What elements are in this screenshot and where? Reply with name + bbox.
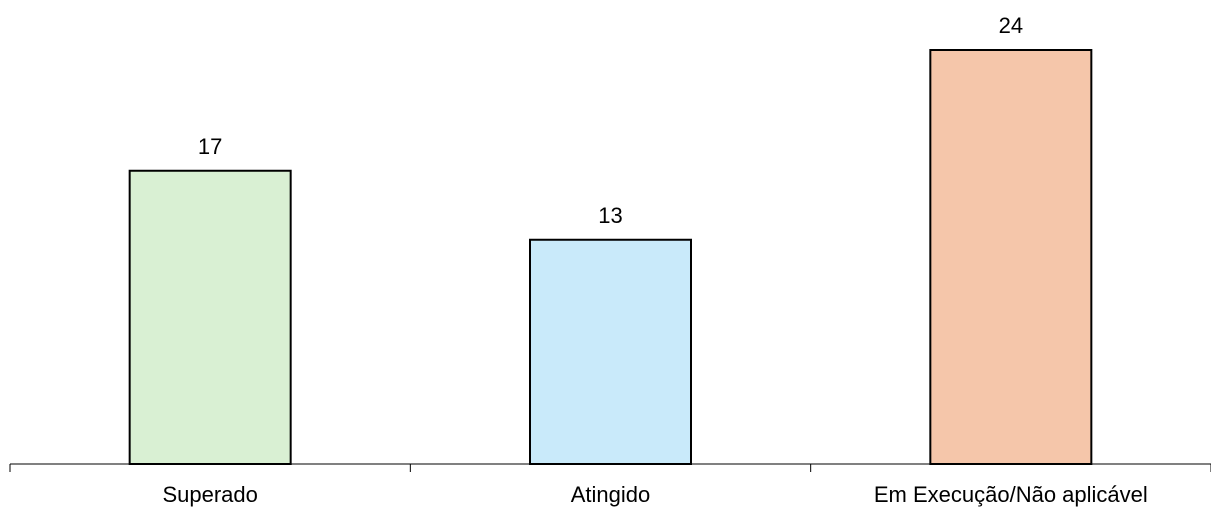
- data-label-superado: 17: [198, 134, 222, 159]
- data-labels: 17 13 24: [198, 13, 1023, 228]
- data-label-em-execucao-nao-aplicavel: 24: [999, 13, 1023, 38]
- bar-em-execucao-nao-aplicavel: [929, 49, 1093, 465]
- bars: [128, 49, 1093, 465]
- x-axis-tick-labels: Superado Atingido Em Execução/Não aplicáve…: [162, 482, 1147, 507]
- bar-atingido: [529, 238, 692, 465]
- data-label-atingido: 13: [598, 203, 622, 228]
- category-label-superado: Superado: [162, 482, 257, 507]
- bar-superado: [128, 169, 292, 465]
- category-label-em-execucao-nao-aplicavel: Em Execução/Não aplicável: [874, 482, 1148, 507]
- x-axis: [9, 463, 1211, 472]
- category-label-atingido: Atingido: [571, 482, 651, 507]
